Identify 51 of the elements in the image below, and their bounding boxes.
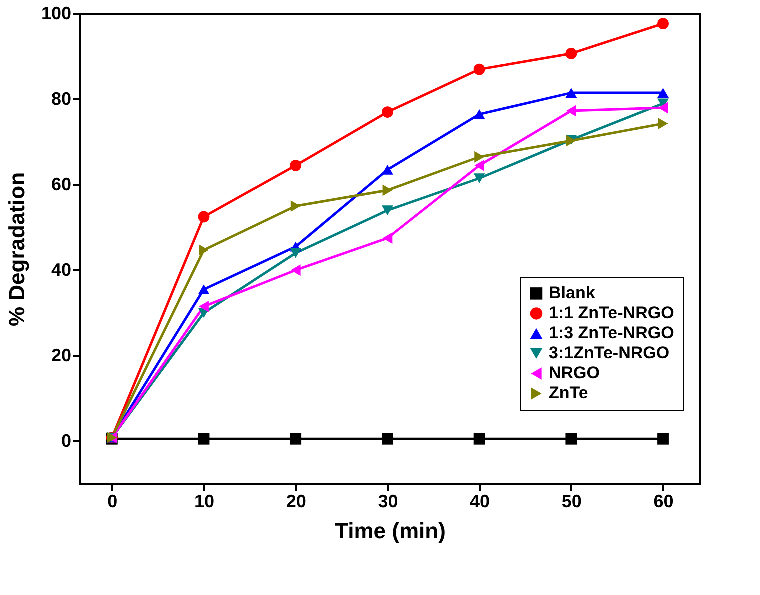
point <box>290 264 301 276</box>
point <box>658 433 669 445</box>
legend-label: NRGO <box>549 364 600 383</box>
point <box>658 88 669 98</box>
point <box>290 248 302 258</box>
x-tick-label: 40 <box>470 492 490 512</box>
point <box>382 433 394 445</box>
y-axis-title: % Degradation <box>4 172 30 327</box>
legend-label: 1:1 ZnTe-NRGO <box>549 304 674 323</box>
point <box>474 151 484 163</box>
point <box>290 160 302 172</box>
legend-label: 3:1ZnTe-NRGO <box>549 344 670 363</box>
x-tick-label: 20 <box>286 492 306 512</box>
y-tick-label: 60 <box>51 174 72 194</box>
point <box>566 88 578 98</box>
point <box>566 433 578 445</box>
point <box>382 232 393 244</box>
point <box>198 433 210 445</box>
point <box>474 433 486 445</box>
point <box>198 211 210 223</box>
legend-label: 1:3 ZnTe-NRGO <box>549 324 674 343</box>
point <box>382 165 394 175</box>
y-tick-label: 20 <box>51 345 72 366</box>
point <box>199 244 209 256</box>
point <box>658 118 668 130</box>
x-tick-label: 30 <box>378 492 398 512</box>
point <box>199 300 209 312</box>
point <box>474 174 486 184</box>
y-tick-label: 0 <box>61 430 72 451</box>
x-axis-title: Time (min) <box>335 518 446 544</box>
point <box>382 184 393 196</box>
point <box>382 106 394 118</box>
x-tick-label: 10 <box>194 492 215 512</box>
y-tick-label: 100 <box>41 4 72 24</box>
x-tick-label: 60 <box>654 492 674 512</box>
point <box>474 109 486 120</box>
point <box>290 433 302 445</box>
legend-label: Blank <box>549 284 596 303</box>
point <box>198 284 210 295</box>
point <box>658 18 669 30</box>
y-tick-label: 80 <box>51 88 72 109</box>
point <box>566 48 578 60</box>
y-tick-label: 40 <box>51 260 72 280</box>
point <box>474 64 486 76</box>
x-tick-label: 50 <box>562 492 582 512</box>
point <box>474 160 484 172</box>
point <box>290 200 301 212</box>
x-tick-label: 0 <box>108 492 118 512</box>
point <box>566 105 576 117</box>
point <box>382 206 394 216</box>
legend-label: ZnTe <box>549 384 588 403</box>
